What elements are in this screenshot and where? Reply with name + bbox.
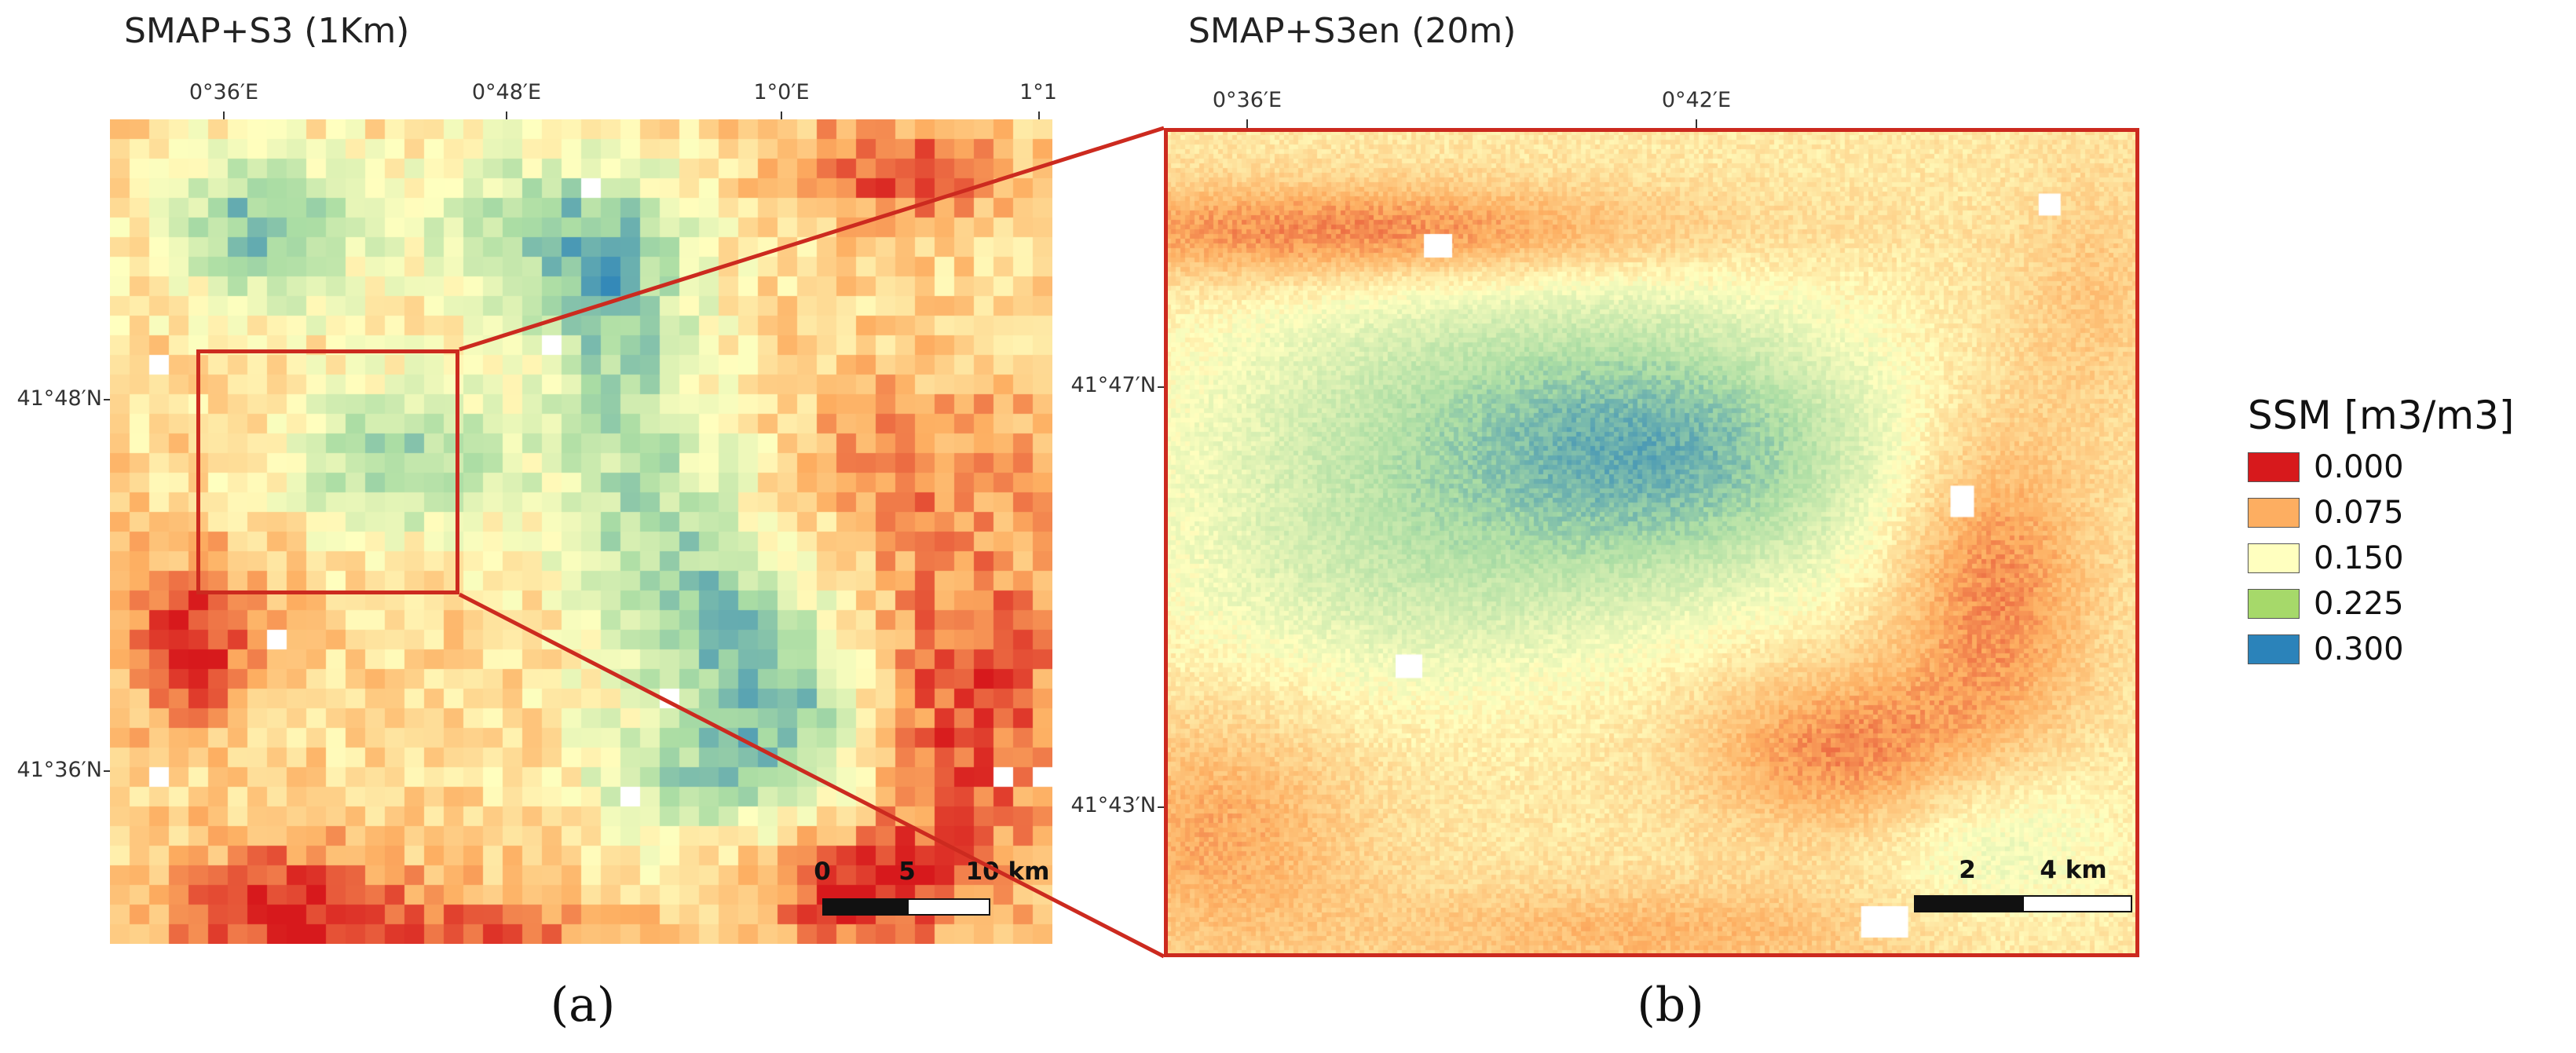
panel-a-soil-moisture-map bbox=[110, 119, 1052, 944]
tick-mark bbox=[506, 112, 507, 121]
legend-item: 0.150 bbox=[2248, 540, 2404, 576]
tick-mark bbox=[104, 399, 112, 400]
legend-label: 0.150 bbox=[2314, 540, 2404, 576]
panel-a-title: SMAP+S3 (1Km) bbox=[124, 11, 410, 51]
panel-b-lon-tick: 0°42′E bbox=[1661, 88, 1732, 112]
panel-a-lon-tick: 0°36′E bbox=[188, 80, 259, 104]
panel-b-lat-tick: 41°43′N bbox=[1070, 793, 1156, 817]
scalebar-black-segment bbox=[1914, 895, 2024, 912]
panel-b-soil-moisture-map bbox=[1166, 130, 2137, 955]
scalebar-label: 2 bbox=[1959, 856, 1976, 884]
legend-item: 0.075 bbox=[2248, 495, 2404, 531]
legend-label: 0.000 bbox=[2314, 449, 2404, 485]
scalebar-white-segment bbox=[907, 898, 990, 916]
legend-swatch bbox=[2248, 634, 2300, 664]
scalebar-label: 5 bbox=[898, 857, 916, 886]
legend-swatch bbox=[2248, 589, 2300, 619]
scalebar-white-segment bbox=[2022, 895, 2132, 912]
legend-label: 0.075 bbox=[2314, 495, 2404, 531]
tick-mark bbox=[1158, 806, 1165, 808]
legend-item: 0.300 bbox=[2248, 631, 2404, 667]
scalebar-label: 0 bbox=[814, 857, 831, 886]
legend-label: 0.225 bbox=[2314, 586, 2404, 622]
legend-title: SSM [m3/m3] bbox=[2248, 393, 2515, 438]
tick-mark bbox=[104, 770, 112, 772]
panel-a-lat-tick: 41°36′N bbox=[16, 758, 102, 782]
legend-swatch bbox=[2248, 543, 2300, 573]
legend-item: 0.225 bbox=[2248, 586, 2404, 622]
tick-mark bbox=[1158, 386, 1165, 388]
legend-label: 0.300 bbox=[2314, 631, 2404, 667]
tick-mark bbox=[1246, 119, 1248, 129]
zoom-connector-top bbox=[459, 126, 1165, 352]
panel-b-title: SMAP+S3en (20m) bbox=[1188, 11, 1517, 51]
scalebar-label: 4 km bbox=[2040, 856, 2107, 884]
legend-swatch bbox=[2248, 452, 2300, 482]
panel-a-lon-tick: 1°0′E bbox=[753, 80, 810, 104]
panel-a-lat-tick: 41°48′N bbox=[16, 386, 102, 411]
zoom-extent-box bbox=[196, 349, 459, 594]
panel-b-lon-tick: 0°36′E bbox=[1212, 88, 1283, 112]
panel-b-lat-tick: 41°47′N bbox=[1070, 373, 1156, 397]
panel-a-lon-tick: 0°48′E bbox=[471, 80, 542, 104]
legend-item: 0.000 bbox=[2248, 449, 2404, 485]
panel-a-lon-tick: 1°1 bbox=[1019, 80, 1057, 104]
panel-b-frame bbox=[1164, 128, 2139, 957]
tick-mark bbox=[1038, 112, 1040, 121]
tick-mark bbox=[1696, 119, 1697, 129]
tick-mark bbox=[781, 112, 782, 121]
legend-swatch bbox=[2248, 498, 2300, 528]
tick-mark bbox=[223, 112, 225, 121]
panel-a-sublabel: (a) bbox=[550, 978, 616, 1033]
zoom-connector-bottom bbox=[458, 592, 1165, 959]
panel-b-sublabel: (b) bbox=[1637, 978, 1704, 1033]
